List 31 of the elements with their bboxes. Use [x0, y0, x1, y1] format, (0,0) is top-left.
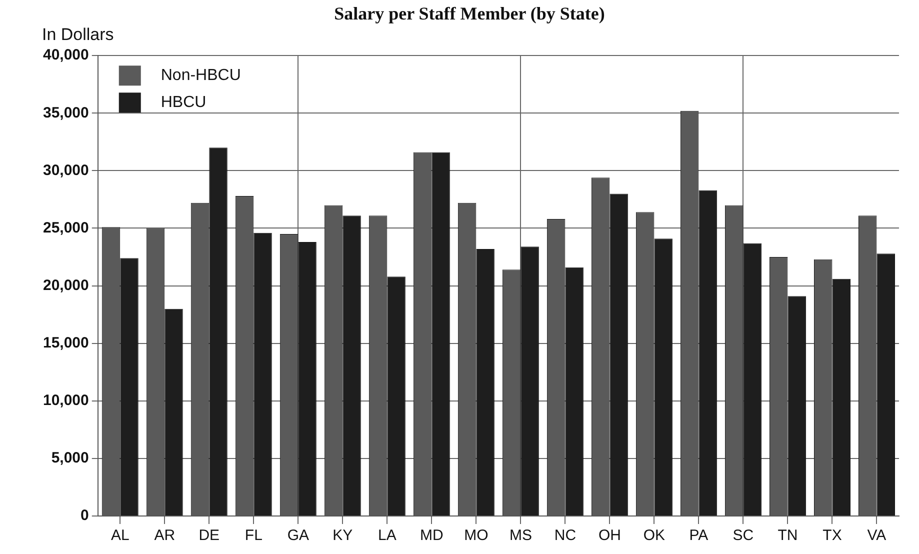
x-tick-label: SC	[732, 527, 754, 544]
y-tick-label: 5,000	[51, 450, 89, 467]
y-tick-label: 30,000	[42, 162, 89, 179]
y-tick-label: 15,000	[42, 334, 89, 352]
x-tick-label: DE	[198, 527, 220, 544]
x-tick-label: TX	[822, 527, 842, 544]
x-tick-label: KY	[332, 527, 353, 544]
x-tick-label: VA	[867, 527, 886, 544]
x-tick-label: OK	[643, 527, 666, 544]
x-tick-label: OH	[598, 527, 621, 544]
x-tick-label: FL	[244, 527, 262, 544]
x-tick-label: MD	[420, 527, 444, 544]
x-tick-label: NC	[554, 527, 576, 544]
y-axis-title: In Dollars	[42, 24, 114, 44]
x-tick-label: MO	[464, 527, 488, 544]
legend-label: HBCU	[160, 94, 206, 112]
x-tick-label: AR	[154, 527, 176, 544]
legend-label: Non-HBCU	[160, 67, 241, 84]
x-tick-label: LA	[378, 527, 396, 544]
y-tick-label: 10,000	[42, 392, 89, 410]
y-tick-label: 0	[80, 507, 89, 524]
x-tick-label: TN	[778, 527, 798, 544]
chart-title: Salary per Staff Member (by State)	[334, 3, 605, 24]
y-tick-label: 20,000	[42, 276, 89, 294]
x-tick-label: PA	[689, 527, 708, 544]
y-tick-label: 40,000	[42, 46, 89, 64]
x-tick-label: AL	[110, 527, 130, 544]
x-tick-label: GA	[287, 527, 310, 544]
x-tick-label: MS	[509, 527, 532, 544]
y-tick-label: 25,000	[42, 219, 89, 236]
y-tick-label: 35,000	[42, 104, 89, 122]
